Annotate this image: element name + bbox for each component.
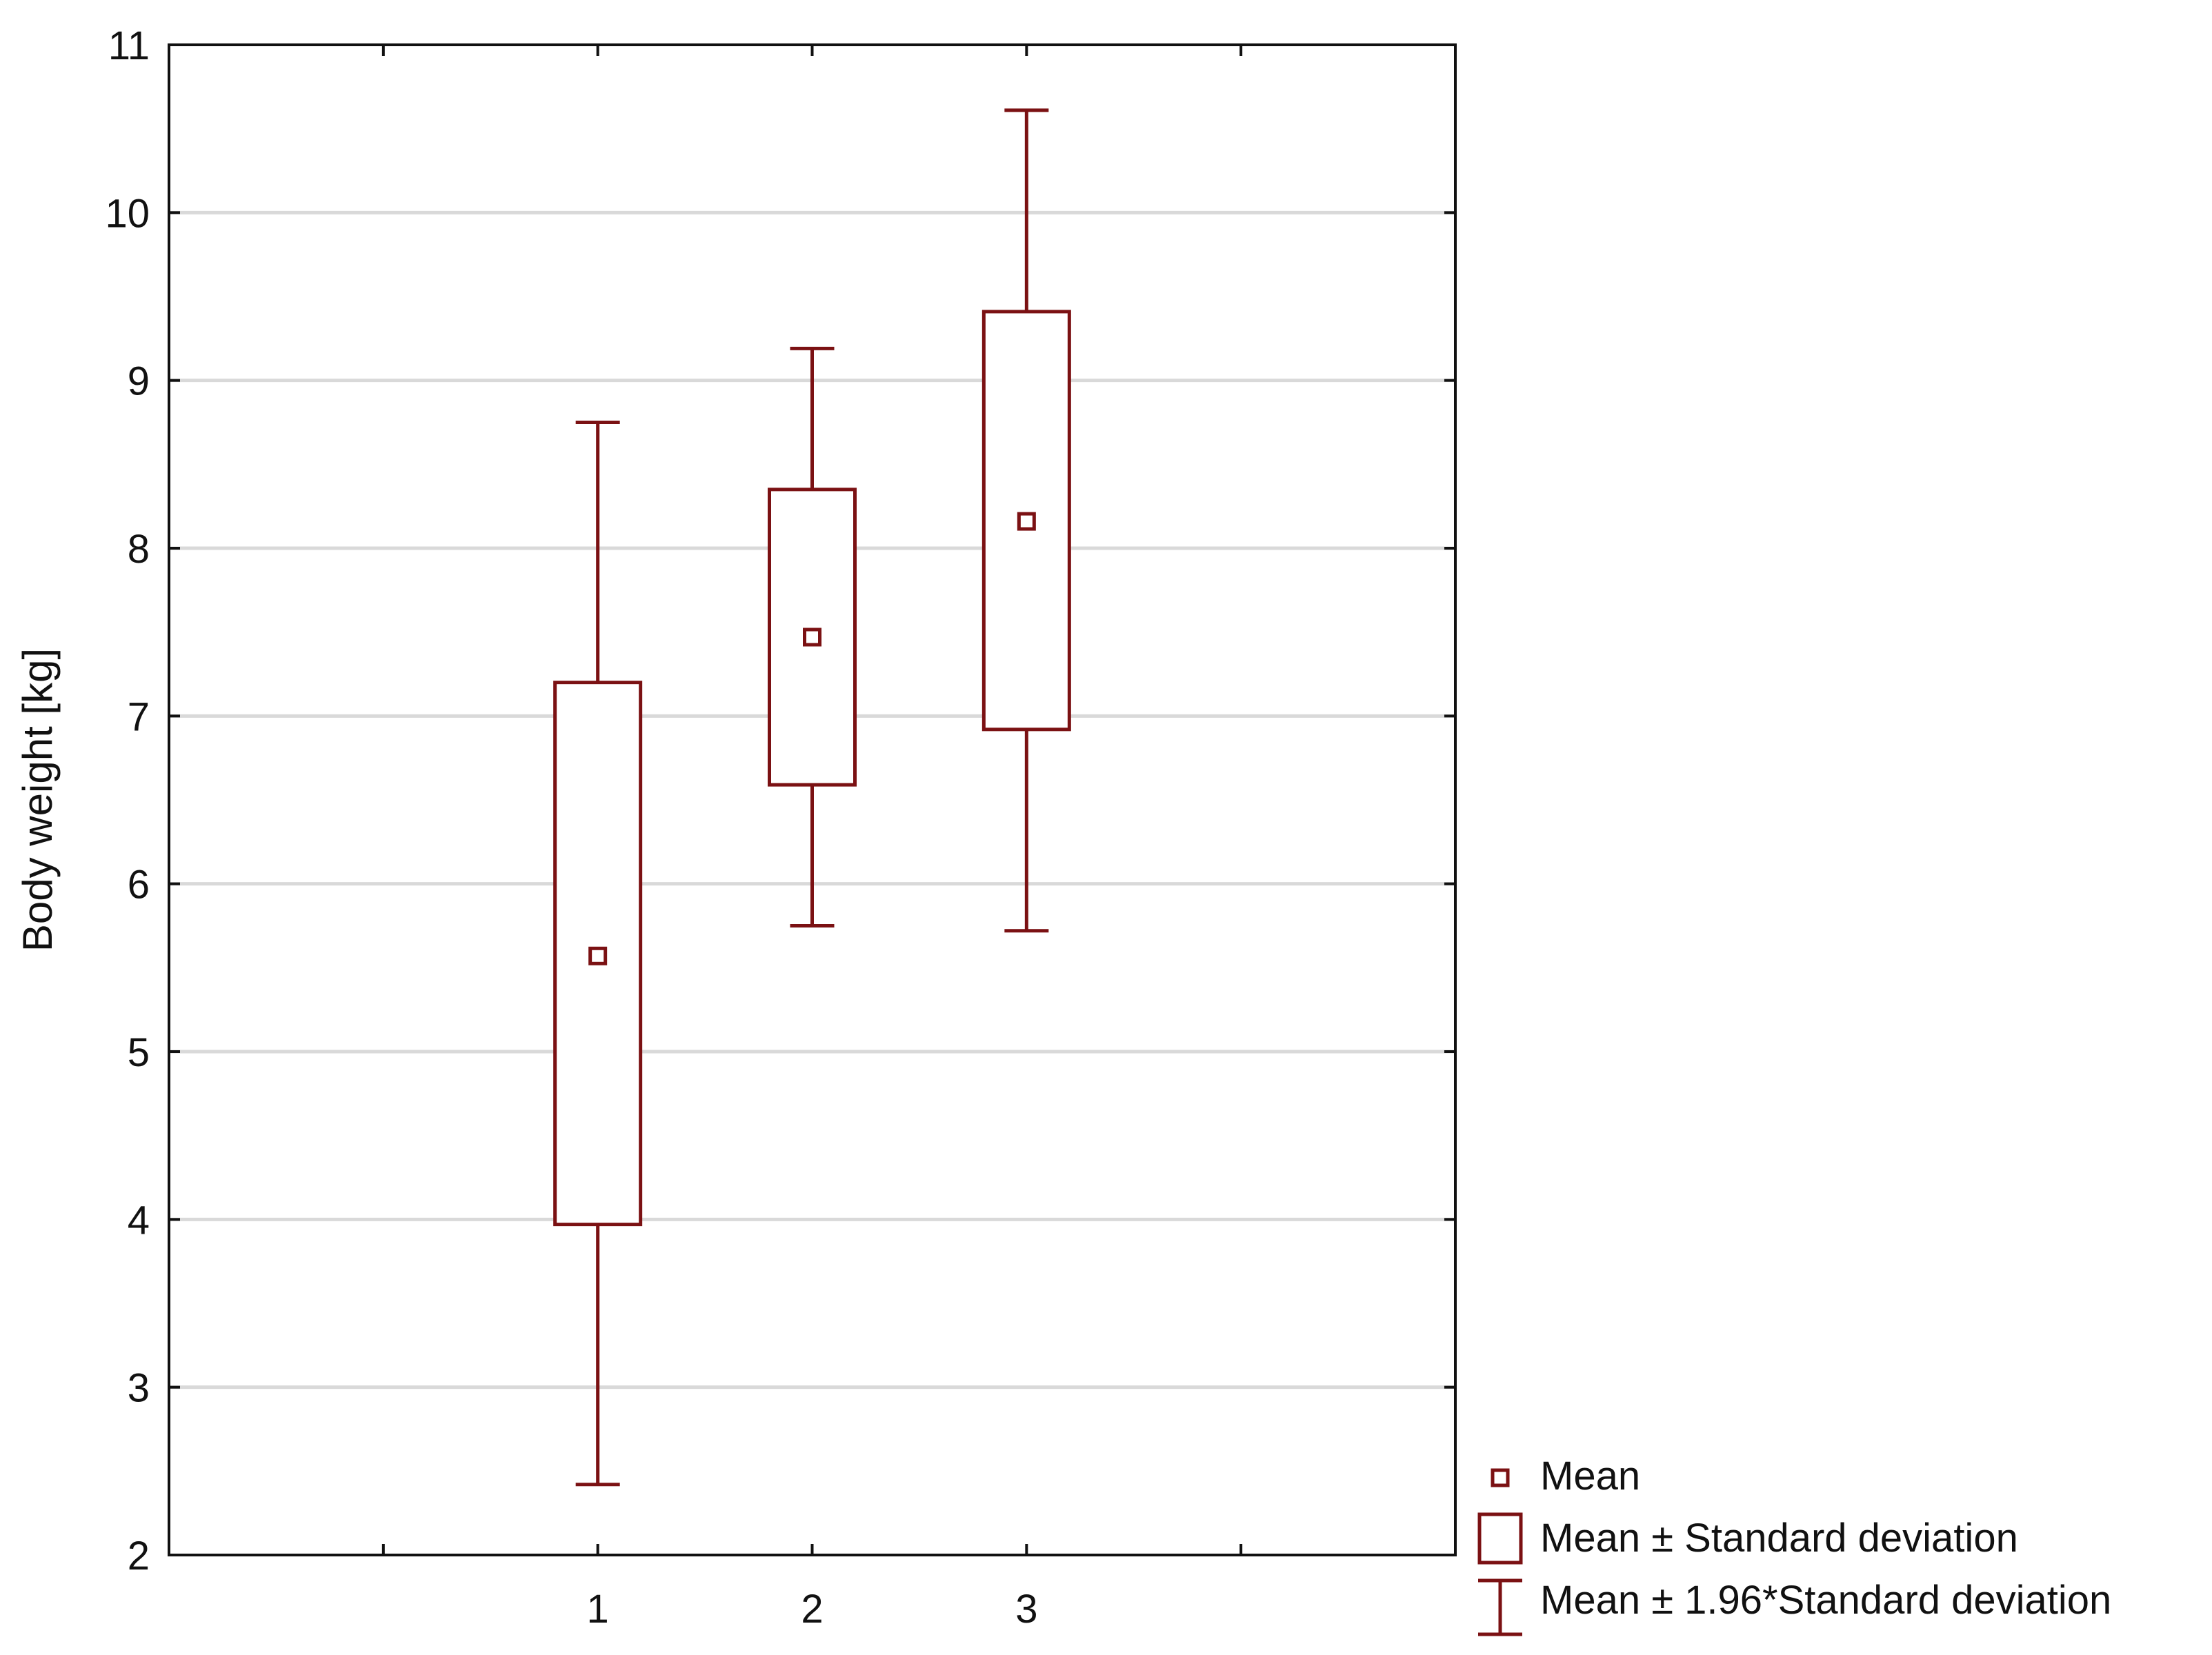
mean-marker bbox=[588, 946, 608, 965]
mean-marker bbox=[803, 628, 821, 647]
legend-label: Mean ± 1.96*Standard deviation bbox=[1540, 1578, 2111, 1623]
box-series-3 bbox=[982, 108, 1071, 933]
y-tick-label: 10 bbox=[105, 191, 150, 236]
y-tick-label: 3 bbox=[128, 1366, 150, 1411]
x-tick-label: 2 bbox=[801, 1587, 823, 1632]
legend-box-symbol bbox=[1477, 1512, 1523, 1565]
mean-marker bbox=[1017, 512, 1036, 531]
y-tick-label: 11 bbox=[108, 23, 150, 68]
legend-item: Mean ± 1.96*Standard deviation bbox=[1478, 1578, 2111, 1636]
x-axis-tick-labels: 1 2 3 bbox=[587, 1587, 1038, 1632]
axis-ticks bbox=[169, 43, 1455, 1556]
legend-item: Mean bbox=[1491, 1454, 1640, 1498]
box-series-1 bbox=[553, 421, 643, 1487]
y-tick-label: 5 bbox=[128, 1030, 150, 1075]
x-tick-label: 3 bbox=[1015, 1587, 1037, 1632]
series-boxes bbox=[553, 108, 1071, 1487]
box-series-2 bbox=[768, 346, 857, 927]
y-tick-label: 9 bbox=[128, 359, 150, 404]
y-tick-label: 7 bbox=[128, 694, 150, 739]
legend-label: Mean bbox=[1540, 1454, 1640, 1498]
legend-label: Mean ± Standard deviation bbox=[1540, 1516, 2018, 1561]
legend-item: Mean ± Standard deviation bbox=[1477, 1512, 2018, 1565]
y-tick-label: 8 bbox=[128, 527, 150, 572]
x-tick-label: 1 bbox=[587, 1587, 609, 1632]
y-axis-tick-labels: 2 3 4 5 6 7 8 9 10 11 bbox=[105, 23, 150, 1578]
y-tick-label: 4 bbox=[128, 1198, 150, 1243]
y-tick-label: 6 bbox=[128, 863, 150, 907]
y-axis-label: Body weight [kg] bbox=[14, 648, 61, 952]
y-tick-label: 2 bbox=[128, 1534, 150, 1578]
legend: Mean Mean ± Standard deviation Mean ± 1.96… bbox=[1477, 1454, 2111, 1636]
legend-mean-symbol bbox=[1491, 1468, 1510, 1487]
